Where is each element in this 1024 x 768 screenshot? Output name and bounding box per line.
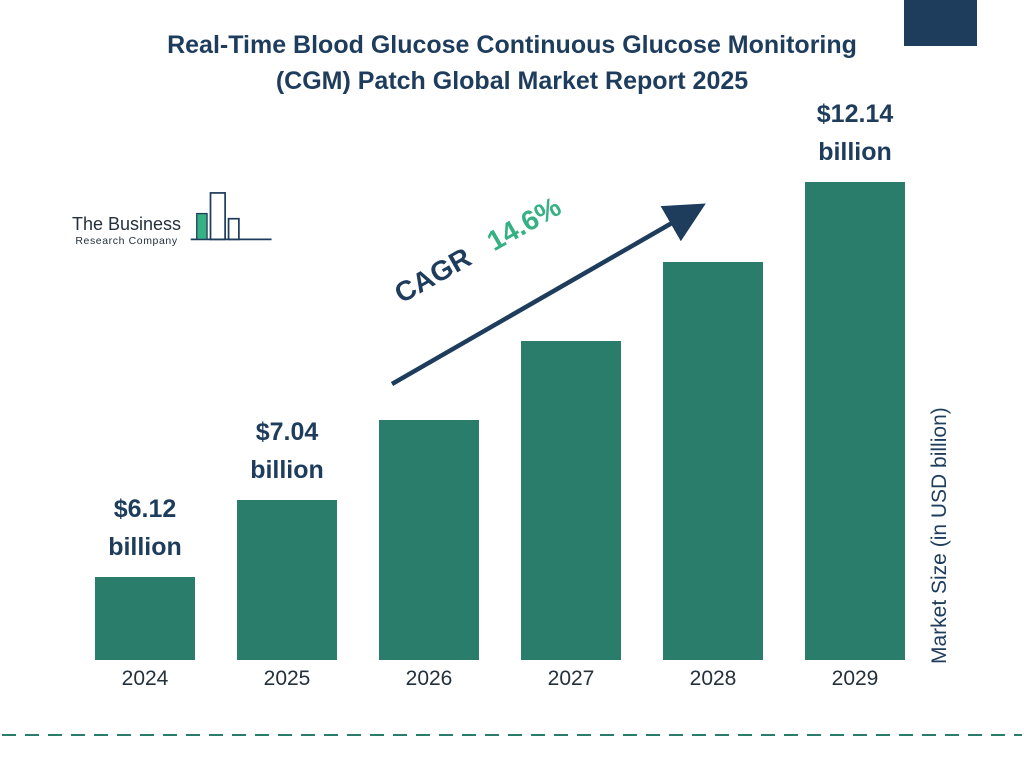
bar (521, 341, 621, 660)
logo-subname: Research Company (75, 235, 178, 247)
bar (237, 500, 337, 660)
x-axis-label: 2025 (263, 667, 311, 690)
bar-column (521, 341, 621, 660)
title-line-1: Real-Time Blood Glucose Continuous Gluco… (167, 31, 857, 59)
bar (95, 577, 195, 660)
value-unit: billion (250, 455, 324, 484)
bar-chart: $6.12 billion $7.04 billion $12.14 billion (95, 95, 905, 660)
bar (379, 420, 479, 660)
x-axis-label: 2028 (689, 667, 737, 690)
title-line-2: (CGM) Patch Global Market Report 2025 (275, 66, 749, 95)
bar (805, 182, 905, 660)
x-axis-label: 2027 (547, 667, 595, 690)
value-unit: billion (108, 532, 182, 561)
logo-bar-chart-icon (189, 186, 275, 253)
value-amount: $7.04 (255, 418, 319, 446)
x-axis-label: 2026 (405, 667, 453, 690)
page-title: Real-Time Blood Glucose Continuous Gluco… (0, 28, 1024, 99)
bar-value-label: $6.12 billion (108, 491, 182, 566)
x-axis-label: 2029 (831, 667, 879, 690)
bottom-dashed-divider (2, 734, 1022, 736)
y-axis-label: Market Size (in USD billion) (928, 407, 951, 664)
bar-column: $7.04 billion (237, 414, 337, 660)
value-amount: $12.14 (816, 100, 894, 128)
value-amount: $6.12 (113, 495, 177, 523)
x-axis-labels: 2024 2025 2026 2027 2028 2029 (95, 667, 905, 691)
x-axis-label: 2024 (121, 667, 169, 690)
corner-decoration (904, 0, 977, 46)
value-unit: billion (818, 137, 892, 166)
logo-name: The Business (72, 214, 182, 235)
company-logo-text: The Business Research Company (72, 214, 182, 253)
bar-value-label: $7.04 billion (250, 414, 324, 489)
bar (663, 262, 763, 660)
company-logo: The Business Research Company (72, 186, 275, 253)
bar-column (379, 420, 479, 660)
bar-column: $12.14 billion (805, 96, 905, 660)
bar-column: $6.12 billion (95, 491, 195, 660)
bar-column (663, 262, 763, 660)
bar-value-label: $12.14 billion (817, 96, 893, 171)
